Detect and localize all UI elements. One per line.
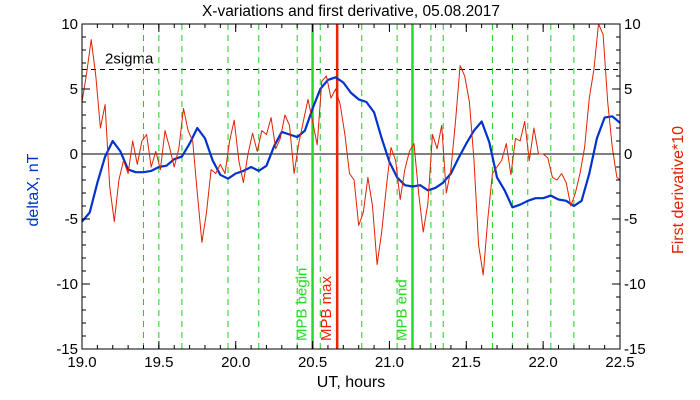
mpb-markers: MPB begin MPB max MPB end bbox=[294, 24, 414, 349]
y-tick-label-left: -10 bbox=[56, 276, 78, 293]
y-tick-label-left: 5 bbox=[70, 81, 78, 98]
y-tick-label-right: 5 bbox=[624, 81, 632, 98]
x-tick-label: 20.0 bbox=[221, 354, 250, 371]
x-tick-label: 22.0 bbox=[529, 354, 558, 371]
x-tick-label: 22.5 bbox=[605, 354, 634, 371]
x-axis-label: UT, hours bbox=[317, 374, 385, 391]
plot-frame bbox=[81, 23, 621, 350]
dashed-verticals bbox=[142, 24, 575, 349]
y-tick-label-right: 0 bbox=[624, 146, 632, 163]
marker-label: MPB begin bbox=[294, 268, 311, 341]
plot-axes: 19.0 19.5 20.0 20.5 21.0 21.5 22.0 22.5-15 -15-1… bbox=[56, 16, 645, 371]
series-lines bbox=[81, 23, 621, 276]
x-tick-label: 19.5 bbox=[144, 354, 173, 371]
y-tick-label-right: -10 bbox=[624, 276, 646, 293]
y-tick-label-left: 0 bbox=[70, 146, 78, 163]
x-tick-label: 19.0 bbox=[67, 354, 96, 371]
marker-label: MPB max bbox=[318, 275, 335, 341]
y-tick-label-right: -15 bbox=[624, 341, 646, 358]
plot-background: 2sigma bbox=[82, 51, 620, 155]
threshold-label: 2sigma bbox=[105, 51, 154, 68]
y-tick-label-left: -15 bbox=[56, 341, 78, 358]
series-line-derivative bbox=[81, 23, 621, 276]
x-tick-label: 21.0 bbox=[375, 354, 404, 371]
x-tick-label: 20.5 bbox=[298, 354, 327, 371]
y-tick-label-right: -5 bbox=[624, 211, 637, 228]
x-tick-label: 21.5 bbox=[452, 354, 481, 371]
y-tick-label-right: 10 bbox=[624, 16, 641, 33]
y-tick-label-left: -5 bbox=[65, 211, 78, 228]
series-line-deltax bbox=[81, 76, 621, 223]
y-axis-label-left: deltaX, nT bbox=[25, 153, 42, 226]
y-tick-label-left: 10 bbox=[61, 16, 78, 33]
y-axis-label-right: First derivative*10 bbox=[670, 126, 687, 254]
chart-title: X-variations and first derivative, 05.08… bbox=[202, 3, 500, 20]
marker-label: MPB end bbox=[393, 279, 410, 341]
